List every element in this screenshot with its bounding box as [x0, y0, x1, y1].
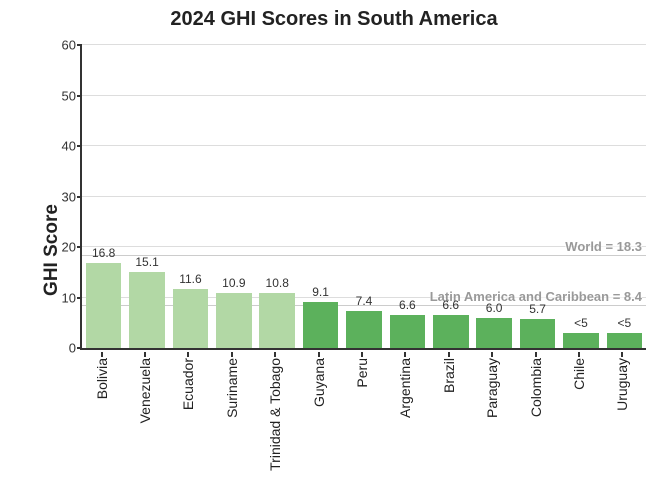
x-tick-label: Chile — [571, 358, 587, 390]
x-tick-label: Trinidad & Tobago — [267, 358, 283, 471]
chart-title: 2024 GHI Scores in South America — [0, 8, 668, 31]
bar: 6.6 — [390, 315, 426, 348]
y-tick-mark — [77, 246, 82, 248]
reference-label: World = 18.3 — [565, 239, 642, 254]
x-tick-label: Peru — [354, 358, 370, 388]
bar-value-label: 7.4 — [356, 294, 373, 308]
x-tick-mark — [274, 352, 276, 357]
y-tick-mark — [77, 145, 82, 147]
x-tick-mark — [101, 352, 103, 357]
bar-value-label: 5.7 — [529, 302, 546, 316]
bar: 6.6 — [433, 315, 469, 348]
x-tick-mark — [231, 352, 233, 357]
x-tick-mark — [318, 352, 320, 357]
gridline — [82, 145, 646, 146]
x-tick-label: Brazil — [441, 358, 457, 393]
bar-value-label: 11.6 — [179, 272, 201, 286]
y-tick-mark — [77, 347, 82, 349]
bar: 15.1 — [129, 272, 165, 348]
x-tick-mark — [187, 352, 189, 357]
bar: 11.6 — [173, 289, 209, 348]
reference-line — [82, 255, 646, 256]
bar: 9.1 — [303, 302, 339, 348]
bar-value-label: 9.1 — [312, 285, 329, 299]
y-tick-mark — [77, 44, 82, 46]
bar-value-label: 15.1 — [135, 255, 158, 269]
bar: 7.4 — [346, 311, 382, 348]
x-tick-label: Bolivia — [94, 358, 110, 399]
bar-value-label: 16.8 — [92, 246, 115, 260]
x-tick-mark — [144, 352, 146, 357]
bar-value-label: 6.6 — [399, 298, 416, 312]
bar-value-label: 6.6 — [442, 298, 459, 312]
y-axis-label: GHI Score — [41, 204, 63, 296]
x-tick-mark — [404, 352, 406, 357]
x-tick-label: Guyana — [311, 358, 327, 407]
bar-value-label: <5 — [574, 316, 588, 330]
gridline — [82, 44, 646, 45]
bar: 16.8 — [86, 263, 122, 348]
x-tick-label: Paraguay — [484, 358, 500, 418]
x-tick-label: Uruguay — [614, 358, 630, 411]
x-tick-mark — [535, 352, 537, 357]
x-tick-mark — [448, 352, 450, 357]
x-tick-label: Ecuador — [180, 358, 196, 410]
x-tick-mark — [361, 352, 363, 357]
bar: 6.0 — [476, 318, 512, 348]
x-tick-label: Venezuela — [137, 358, 153, 423]
bar: <5 — [607, 333, 643, 348]
x-tick-mark — [621, 352, 623, 357]
bar-value-label: 6.0 — [486, 301, 503, 315]
bar: 5.7 — [520, 319, 556, 348]
x-tick-label: Argentina — [397, 358, 413, 418]
x-tick-label: Colombia — [528, 358, 544, 417]
y-tick-mark — [77, 297, 82, 299]
bar: 10.8 — [259, 293, 295, 348]
bar-value-label: 10.9 — [222, 276, 245, 290]
bar-value-label: 10.8 — [266, 276, 289, 290]
x-tick-label: Suriname — [224, 358, 240, 418]
gridline — [82, 95, 646, 96]
bar: 10.9 — [216, 293, 252, 348]
gridline — [82, 196, 646, 197]
y-tick-mark — [77, 95, 82, 97]
x-tick-mark — [578, 352, 580, 357]
bar-value-label: <5 — [617, 316, 631, 330]
x-tick-mark — [491, 352, 493, 357]
bar: <5 — [563, 333, 599, 348]
y-tick-mark — [77, 196, 82, 198]
plot-area: 0102030405060World = 18.3Latin America a… — [80, 45, 646, 350]
gridline — [82, 246, 646, 247]
x-axis-labels: Bolivia Venezuela Ecuador Suriname Trinidad … — [80, 352, 646, 492]
ghi-bar-chart: 2024 GHI Scores in South America GHI Sco… — [0, 0, 668, 500]
